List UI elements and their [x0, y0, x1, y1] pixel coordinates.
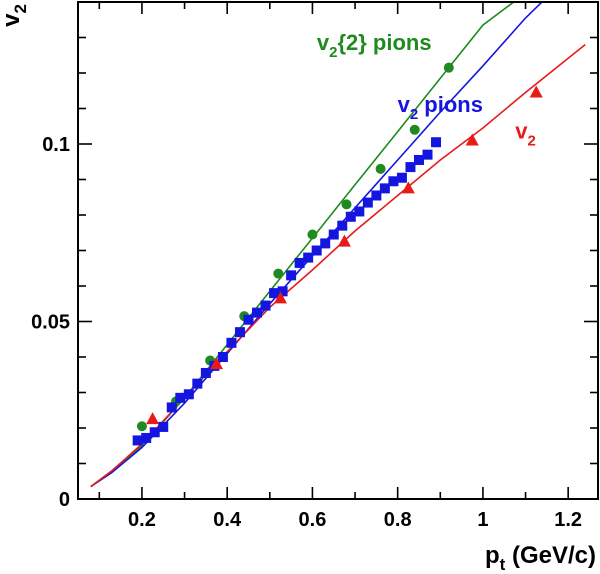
v2-pions-point [396, 172, 407, 183]
v2-pions-point [422, 149, 433, 160]
points-layer [132, 62, 543, 446]
plot-frame [77, 1, 599, 500]
v2-pions-point [379, 183, 390, 194]
y-axis-title: v2 [0, 4, 30, 27]
v2-pions-point [320, 238, 331, 249]
v2-2-pions-point [136, 421, 147, 432]
v2-pions-point [200, 367, 211, 378]
v2-2-pions-point [307, 229, 318, 240]
v2-pions-point [311, 245, 322, 256]
v2-pions-point [226, 337, 237, 348]
v2-2-pions-point [341, 199, 352, 210]
v2-pions-point [269, 288, 280, 299]
v2-point [465, 133, 479, 146]
v2-pions-point [158, 421, 169, 432]
v2-point [401, 181, 415, 194]
v2-pions-point [243, 314, 254, 325]
v2-pions-point [132, 435, 143, 446]
v2-pions-point [183, 389, 194, 400]
v2-pions-point [345, 211, 356, 222]
x-tick-label: 1 [477, 509, 488, 531]
x-tick-label: 0.4 [213, 509, 242, 531]
x-tick-label: 0.8 [384, 509, 412, 531]
v2-point [210, 357, 224, 370]
v2-pions-point [337, 220, 348, 231]
annotations: v2{2} pions v2 pions v2 [317, 30, 536, 150]
x-tick-label: 1.2 [554, 509, 582, 531]
v2-point [146, 412, 160, 425]
v2-pions-point [328, 229, 339, 240]
v2-point [529, 85, 543, 98]
v2-pions-point [260, 300, 271, 311]
v2-pions-point [175, 392, 186, 403]
v2-pions-point [431, 137, 442, 148]
x-axis-title: pt (GeV/c) [485, 542, 596, 574]
v2-2-pions-point [375, 163, 386, 174]
v2-pions-point [192, 378, 203, 389]
series-label-2: v2 [515, 119, 536, 150]
v2-pions-point [413, 154, 424, 165]
v2-pions-point [252, 307, 263, 318]
y-tick-label: 0 [59, 489, 70, 511]
v2-pions-point [362, 197, 373, 208]
v2-pions-point [277, 286, 288, 297]
v2-pions-point [149, 427, 160, 438]
ticks-layer: 0.2 0.4 0.6 0.8 1 1.2 0 0.05 0.1 [31, 1, 598, 531]
v2-pions-point [217, 352, 228, 362]
series-label-0: v2{2} pions [317, 30, 432, 61]
v2-pions-point [303, 252, 314, 263]
v2-pions-point [286, 270, 297, 281]
v2-pions-point [371, 190, 382, 201]
v2-pions-point [405, 162, 416, 173]
v2-pions-point [294, 257, 305, 268]
series-label-1: v2 pions [398, 92, 483, 123]
x-tick-label: 0.6 [299, 509, 327, 531]
v2-2-pions-point [443, 62, 454, 73]
v2-point [337, 234, 351, 247]
v2-2-pions-point [273, 268, 284, 279]
v2-pions-point [166, 402, 177, 413]
x-tick-label: 0.2 [128, 509, 156, 531]
y-tick-label: 0.1 [42, 134, 70, 156]
v2-point [273, 291, 287, 304]
v2-pions-point [354, 206, 365, 217]
v2-pions-point [141, 432, 152, 443]
v2-pions-point [234, 327, 245, 338]
v2-2-pions-point [409, 124, 420, 135]
v2-pions-point [388, 176, 399, 187]
y-tick-label: 0.05 [31, 312, 70, 334]
